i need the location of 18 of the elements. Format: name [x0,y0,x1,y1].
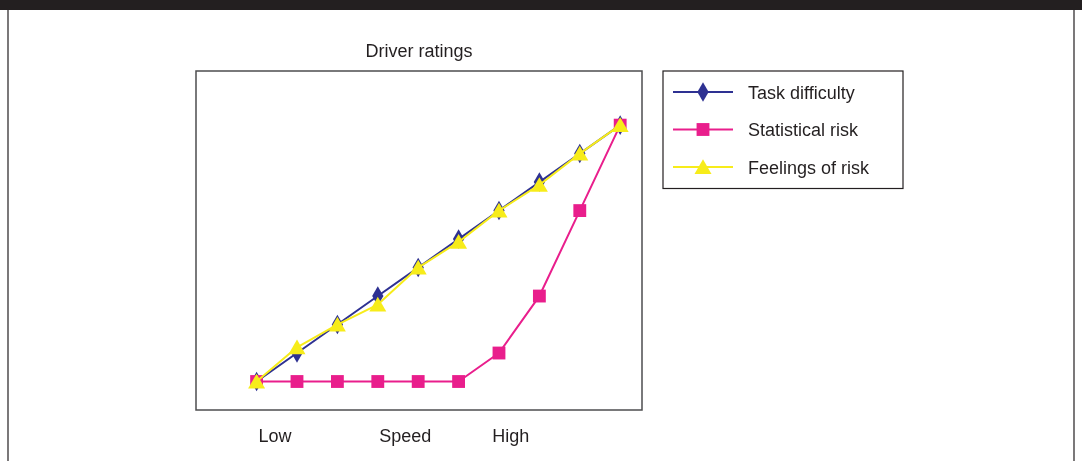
point [411,375,425,388]
text: Low [258,426,293,446]
point [371,375,385,388]
x-axis-title: Speed [379,426,432,446]
legend-label: Feelings of risk [748,157,871,178]
legend-label: Statistical risk [748,120,860,140]
point [452,375,466,388]
point [290,375,304,388]
legend-label: Task difficulty [748,82,855,103]
chart-title: Driver ratings [365,41,473,61]
point [532,289,546,303]
point [573,204,587,218]
point [288,339,306,355]
point [450,234,468,249]
text: High [492,426,530,446]
point [369,296,387,312]
point [530,177,548,192]
point [330,375,344,388]
